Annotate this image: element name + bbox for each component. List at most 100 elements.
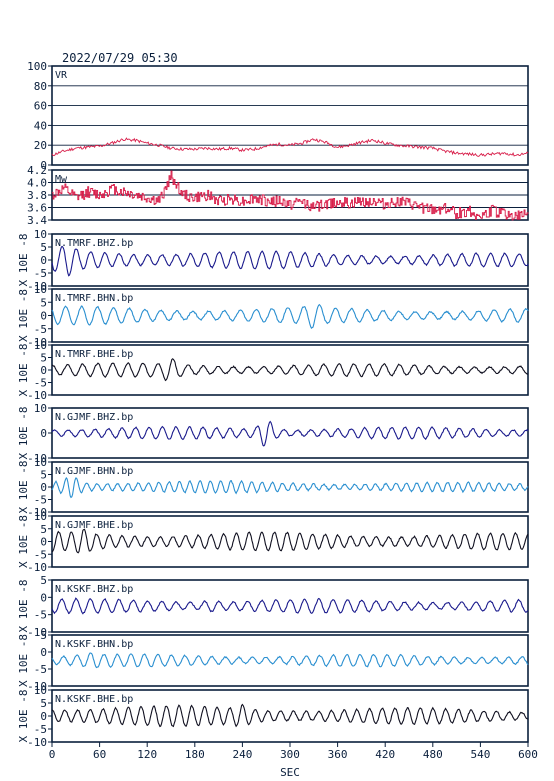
panel-label: N.GJMF.BHE.bp [55,520,133,531]
y-tick-label: 5 [40,574,47,587]
y-axis-label: X 10E -8 [17,234,30,287]
x-tick-label: 0 [49,748,56,761]
series-line [51,652,529,669]
y-tick-label: -5 [34,267,47,280]
y-tick-label: 0 [40,310,47,323]
series-line [51,528,529,554]
y-tick-label: 5 [40,629,47,642]
panel-label: N.TMRF.BHZ.bp [55,238,133,249]
y-axis-label: X 10E -8 [17,461,30,514]
y-tick-label: 0 [40,159,47,172]
y-tick-label: 10 [34,228,47,241]
y-axis-label: X 10E -8 [17,634,30,687]
x-tick-label: 600 [518,748,538,761]
y-tick-label: 0 [40,591,47,604]
series-line [51,137,529,157]
y-tick-label: 5 [40,469,47,482]
x-tick-label: 120 [137,748,157,761]
y-tick-label: 60 [34,100,47,113]
panel-2: 4.24.03.83.63.4 Mw [27,164,529,227]
y-tick-label: 5 [40,352,47,365]
y-tick-label: -10 [27,336,47,349]
y-tick-label: -10 [27,680,47,693]
y-tick-label: 3.4 [27,214,47,227]
y-tick-label: 10 [34,684,47,697]
panels: 100806040200VR4.24.03.83.63.4Mw1050-5-10… [17,60,529,749]
y-tick-label: -10 [27,280,47,293]
y-tick-label: 10 [34,510,47,523]
x-tick-label: 240 [232,748,252,761]
panel-label: N.TMRF.BHE.bp [55,349,133,360]
panel-frame [51,65,529,166]
y-tick-label: -10 [27,452,47,465]
panel-label: N.KSKF.BHN.bp [55,639,133,650]
y-tick-label: -5 [34,377,47,390]
panel-label: N.GJMF.BHZ.bp [55,412,133,423]
y-tick-label: 10 [34,402,47,415]
x-tick-label: 540 [470,748,490,761]
panel-label: N.GJMF.BHN.bp [55,466,133,477]
y-tick-label: -10 [27,626,47,639]
y-tick-label: -5 [34,323,47,336]
y-tick-label: -5 [34,548,47,561]
y-tick-label: -5 [34,723,47,736]
y-tick-label: -5 [34,609,47,622]
panel-label: Mw [55,174,68,185]
y-tick-label: 10 [34,339,47,352]
y-tick-label: -10 [27,561,47,574]
y-tick-label: 40 [34,119,47,132]
y-axis-label: X 10E -8 [17,690,30,743]
y-tick-label: 4.2 [27,164,47,177]
panel-label: N.KSKF.BHE.bp [55,694,133,705]
series-line [51,597,529,615]
x-tick-label: 420 [375,748,395,761]
series-line [51,420,529,447]
y-tick-label: 4.0 [27,177,47,190]
panel-frame [51,634,529,687]
x-tick-label: 300 [280,748,300,761]
panel-6: 10 0 -10 N.GJMF.BHZ.bp X 10E -8 [17,402,529,465]
y-tick-label: -5 [34,663,47,676]
panel-label: VR [55,70,68,81]
y-tick-label: 10 [34,283,47,296]
series-line [51,703,529,728]
y-tick-label: 5 [40,523,47,536]
y-axis-label: X 10E -8 [17,344,30,397]
y-tick-label: 3.8 [27,189,47,202]
y-tick-label: 0 [40,481,47,494]
series-line [51,477,529,499]
y-tick-label: 0 [40,710,47,723]
y-tick-label: -5 [34,494,47,507]
panel-label: N.KSKF.BHZ.bp [55,584,133,595]
y-tick-label: -10 [27,389,47,402]
panel-frame [51,579,529,633]
panel-label: N.TMRF.BHN.bp [55,293,133,304]
y-tick-label: 5 [40,296,47,309]
x-tick-label: 480 [423,748,443,761]
y-axis-label: X 10E -8 [17,580,30,633]
y-tick-label: 80 [34,80,47,93]
x-tick-label: 360 [328,748,348,761]
x-tick-label: 60 [93,748,106,761]
x-axis-label: SEC [280,766,300,779]
panel-1: 100 80 60 40 20 0 VR [27,60,529,172]
panel-9: 5 0 -5 -10 N.KSKF.BHZ.bp X 10E -8 [17,574,529,639]
y-tick-label: 3.6 [27,202,47,215]
header-datetime: 2022/07/29 05:30 [62,51,178,65]
y-tick-label: -10 [27,506,47,519]
panel-10: 5 0 -5 -10 N.KSKF.BHN.bp X 10E -8 [17,629,529,693]
y-tick-label: 0 [40,254,47,267]
y-axis-label: X 10E -8 [17,515,30,568]
y-tick-label: 0 [40,536,47,549]
y-tick-label: 0 [40,646,47,659]
series-line [51,303,529,330]
series-line [52,170,529,221]
